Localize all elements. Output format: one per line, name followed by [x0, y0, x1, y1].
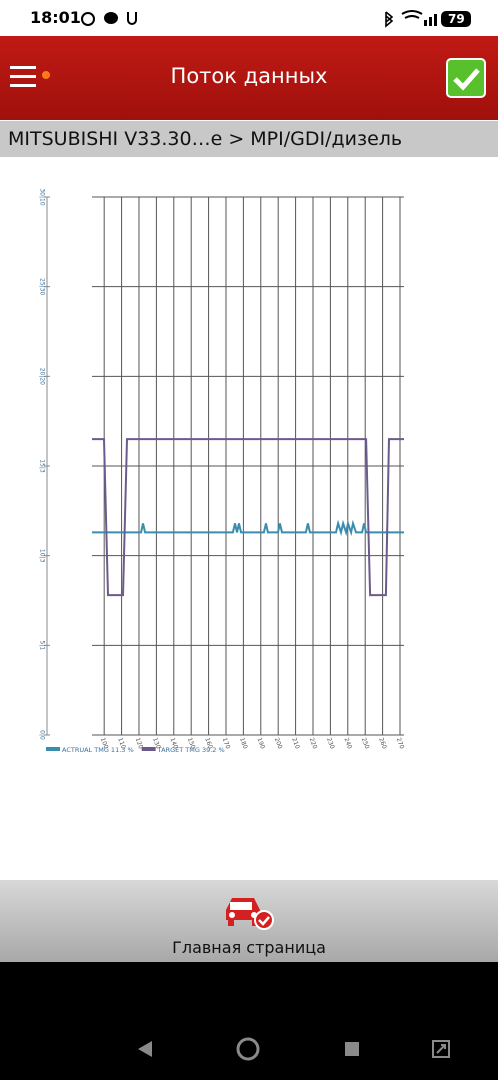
- status-bar: 18:01 79: [0, 0, 498, 36]
- series-line: [92, 438, 404, 597]
- legend-swatch: [46, 747, 60, 751]
- battery: 79: [448, 12, 465, 26]
- breadcrumb-bar: MITSUBISHI V33.30…e > MPI/GDI/дизель: [0, 121, 498, 157]
- home-icon[interactable]: [220, 890, 278, 934]
- legend-label: TARGET TMG 39.2 %: [157, 746, 225, 754]
- y-tick-label: 20|20: [39, 368, 46, 385]
- y-tick-label: 5|1: [39, 641, 46, 651]
- x-tick-label: 140: [168, 737, 179, 750]
- x-tick-label: 190: [256, 737, 267, 750]
- expand-button[interactable]: [432, 1040, 450, 1058]
- y-tick-label: 10|3: [39, 549, 46, 563]
- header-title: Поток данных: [170, 64, 328, 88]
- x-tick-label: 100: [99, 737, 110, 750]
- x-tick-label: 200: [273, 737, 284, 750]
- x-tick-label: 270: [395, 737, 406, 750]
- home-label: Главная страница: [172, 938, 326, 957]
- bottom-bar: Главная страница: [0, 880, 498, 962]
- x-tick-label: 170: [221, 737, 232, 750]
- x-tick-label: 120: [134, 737, 145, 750]
- x-tick-label: 260: [377, 737, 388, 750]
- legend-label: ACTRUAL TMG 11.3 %: [62, 746, 134, 754]
- confirm-button[interactable]: [446, 58, 486, 98]
- x-tick-label: 150: [186, 737, 197, 750]
- recents-button[interactable]: [345, 1042, 359, 1056]
- y-tick-label: 30|10: [39, 188, 46, 205]
- nav-bar: [0, 962, 498, 1080]
- status-icons: [81, 12, 137, 26]
- back-button[interactable]: [138, 1041, 152, 1057]
- x-tick-label: 160: [203, 737, 214, 750]
- home-button[interactable]: [236, 1037, 260, 1061]
- y-tick-label: 15|3: [39, 459, 46, 473]
- x-tick-label: 220: [308, 737, 319, 750]
- y-tick-label: 25|30: [39, 278, 46, 295]
- x-tick-label: 130: [151, 737, 162, 750]
- x-tick-label: 210: [290, 737, 301, 750]
- x-tick-label: 110: [116, 737, 127, 750]
- x-tick-label: 250: [360, 737, 371, 750]
- x-tick-label: 180: [238, 737, 249, 750]
- series-line: [92, 519, 404, 537]
- x-tick-label: 240: [343, 737, 354, 750]
- breadcrumb: MITSUBISHI V33.30…e > MPI/GDI/дизель: [8, 128, 403, 150]
- nav-buttons: [138, 1037, 450, 1061]
- menu-button[interactable]: [8, 64, 56, 92]
- chart: 0|0 5|1 10|3 15|3 20|20 25|30 30|10 100 110 120 13…: [39, 188, 406, 754]
- time: 18:01: [30, 8, 81, 27]
- legend-swatch: [141, 747, 156, 751]
- system-icons: [385, 10, 471, 28]
- header: Поток данных: [0, 36, 498, 120]
- x-tick-label: 230: [325, 737, 336, 750]
- y-tick-label: 0|0: [39, 730, 46, 740]
